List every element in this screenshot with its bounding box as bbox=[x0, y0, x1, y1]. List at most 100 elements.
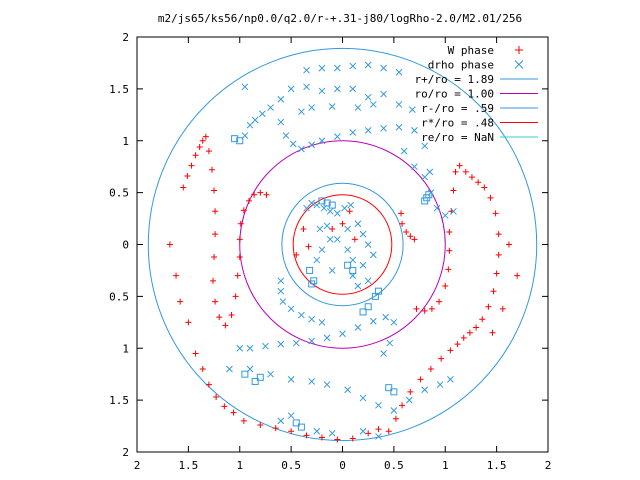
drho-phase-point bbox=[334, 64, 341, 72]
x-tick-labels: 2 1.5 1 0.5 0 0.5 1 1.5 2 bbox=[134, 459, 552, 472]
legend-label: drho phase bbox=[428, 59, 494, 72]
drho-square-point bbox=[231, 135, 239, 143]
w-phase-point bbox=[495, 251, 502, 258]
w-phase-point bbox=[236, 236, 243, 243]
drho-square-point bbox=[236, 137, 244, 145]
w-phase-point bbox=[375, 426, 382, 433]
drho-phase-point bbox=[298, 108, 305, 116]
drho-square-point bbox=[318, 197, 326, 205]
w-phase-point bbox=[177, 298, 184, 305]
w-phase-point bbox=[407, 233, 414, 240]
drho-phase-point bbox=[334, 235, 341, 243]
drho-phase-point bbox=[349, 85, 357, 93]
reference-circles bbox=[147, 47, 538, 442]
drho-phase-point bbox=[226, 365, 233, 373]
drho-square-point bbox=[292, 419, 300, 427]
drho-phase-point bbox=[375, 401, 382, 409]
drho-phase-point bbox=[318, 64, 326, 72]
y-tick-label: 0.5 bbox=[109, 187, 129, 200]
drho-phase-point bbox=[375, 433, 382, 440]
drho-square-point bbox=[359, 308, 367, 316]
x-tick-label: 1.5 bbox=[487, 459, 507, 472]
w-phase-point bbox=[438, 355, 445, 362]
drho-phase-point bbox=[359, 427, 367, 435]
legend-label: r+/ro = 1.89 bbox=[415, 73, 494, 86]
w-phase-point bbox=[209, 166, 216, 173]
drho-phase-point bbox=[433, 204, 441, 212]
drho-phase-point bbox=[409, 106, 416, 113]
drho-phase-point bbox=[354, 282, 362, 290]
legend-label: re/ro = NaN bbox=[421, 131, 494, 144]
drho-phase-point bbox=[303, 66, 310, 74]
w-phase-point bbox=[205, 148, 212, 155]
drho-phase-point bbox=[364, 277, 372, 285]
w-phase-point bbox=[450, 187, 457, 194]
y-tick-label: 0.5 bbox=[109, 290, 129, 303]
drho-phase-point bbox=[369, 251, 377, 259]
drho-phase-point bbox=[313, 256, 321, 264]
drho-phase-point bbox=[400, 147, 408, 155]
w-phase-point bbox=[481, 184, 488, 191]
w-phase-point bbox=[490, 288, 497, 295]
w-phase-point bbox=[211, 187, 218, 194]
drho-square-point bbox=[344, 261, 352, 269]
drho-phase-point bbox=[334, 85, 341, 93]
w-phase-point bbox=[392, 415, 399, 422]
w-phase-point bbox=[212, 298, 219, 305]
drho-phase-point bbox=[328, 267, 336, 274]
drho-phase-point bbox=[287, 305, 295, 313]
w-phase-point bbox=[199, 137, 206, 144]
drho-phase-point bbox=[287, 412, 295, 420]
drho-phase-point bbox=[369, 101, 377, 108]
w-phase-point bbox=[199, 366, 206, 372]
w-phase-point bbox=[251, 191, 258, 198]
drho-phase-point bbox=[279, 298, 287, 305]
w-phase-point bbox=[185, 319, 192, 326]
drho-phase-point bbox=[328, 103, 336, 110]
w-phase-point bbox=[221, 403, 228, 410]
w-phase-point bbox=[212, 208, 219, 215]
axis-ticks bbox=[136, 36, 549, 453]
y-tick-label: 1.5 bbox=[109, 83, 129, 96]
drho-phase-point bbox=[277, 340, 285, 348]
drho-phase-point bbox=[326, 235, 334, 243]
legend-label: ro/ro = 1.00 bbox=[415, 88, 494, 101]
drho-phase-point bbox=[354, 104, 362, 111]
drho-phase-point bbox=[308, 199, 316, 207]
w-phase-point bbox=[257, 422, 264, 429]
w-phase-point bbox=[417, 376, 424, 383]
w-phase-point bbox=[351, 236, 358, 243]
drho-phase-point bbox=[289, 140, 297, 148]
w-phase-point bbox=[339, 220, 346, 227]
w-phase-point bbox=[205, 381, 212, 388]
x-tick-label: 0.5 bbox=[384, 459, 404, 472]
drho-phase-point bbox=[395, 123, 403, 131]
drho-phase-point bbox=[344, 225, 351, 233]
w-phase-point bbox=[173, 272, 180, 279]
w-phase-point bbox=[447, 347, 454, 354]
w-phase-point bbox=[188, 162, 195, 169]
w-phase-point bbox=[300, 225, 307, 232]
x-tick-label: 1 bbox=[236, 459, 243, 472]
drho-square-point bbox=[256, 373, 264, 381]
w-phase-point bbox=[466, 329, 473, 336]
drho-square-point bbox=[241, 370, 249, 378]
drho-phase-point bbox=[344, 386, 351, 394]
w-phase-point bbox=[436, 298, 443, 305]
drho-phase-point bbox=[354, 324, 362, 331]
w-phase-point bbox=[237, 220, 244, 227]
drho-phase-point bbox=[318, 137, 326, 145]
x-tick-label: 0.5 bbox=[281, 459, 301, 472]
drho-phase-point bbox=[277, 95, 285, 103]
drho-phase-point bbox=[411, 127, 418, 134]
w-phase-point bbox=[403, 229, 410, 236]
drho-phase-point bbox=[380, 124, 387, 132]
w-phase-point bbox=[456, 162, 463, 169]
w-phase-point bbox=[514, 272, 521, 279]
drho-phase-point bbox=[390, 318, 398, 326]
drho-square-points bbox=[231, 135, 433, 431]
w-phase-point bbox=[236, 253, 243, 260]
drho-phase-point bbox=[246, 344, 254, 352]
drho-phase-point bbox=[323, 334, 331, 342]
